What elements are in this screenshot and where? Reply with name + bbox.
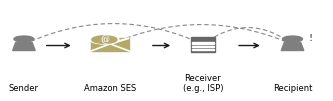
FancyBboxPatch shape: [91, 38, 129, 51]
Circle shape: [283, 36, 302, 42]
Polygon shape: [13, 43, 35, 50]
Circle shape: [14, 36, 34, 42]
FancyBboxPatch shape: [190, 37, 215, 53]
FancyBboxPatch shape: [192, 42, 214, 44]
Text: Receiver
(e.g., ISP): Receiver (e.g., ISP): [183, 74, 223, 93]
Text: @: @: [100, 35, 109, 44]
Circle shape: [92, 36, 117, 43]
Text: Recipient: Recipient: [273, 84, 312, 93]
FancyBboxPatch shape: [192, 49, 214, 50]
Polygon shape: [281, 43, 304, 50]
FancyBboxPatch shape: [192, 46, 214, 47]
Text: Sender: Sender: [9, 84, 39, 93]
Circle shape: [90, 35, 119, 44]
Text: Amazon SES: Amazon SES: [84, 84, 136, 93]
Text: !: !: [309, 34, 313, 43]
